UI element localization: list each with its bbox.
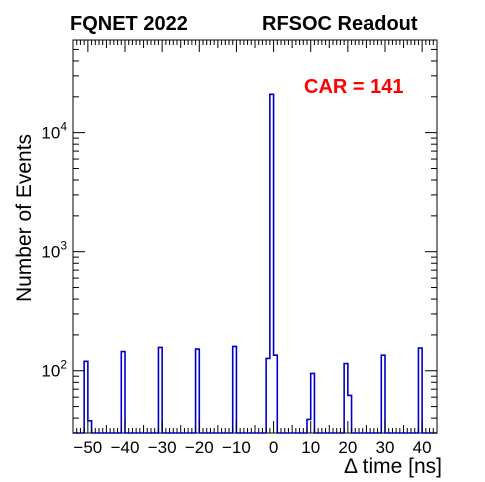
y-tick-label: 103 — [41, 239, 67, 262]
x-tick-label: −10 — [222, 438, 251, 457]
histogram-bin — [196, 349, 200, 433]
histogram-bin — [418, 348, 422, 433]
x-axis-label: Δ time [ns] — [343, 455, 442, 478]
x-tick-label: −50 — [73, 438, 102, 457]
title-left: FQNET 2022 — [70, 13, 188, 35]
x-tick-label: −30 — [148, 438, 177, 457]
y-tick-label: 104 — [41, 120, 67, 143]
histogram-bin — [84, 361, 88, 433]
histogram-bin — [274, 355, 278, 433]
x-axis-ticks: −50 −40 −30 −20 −10 0 10 20 30 40 — [72, 40, 438, 457]
histogram-bin — [158, 347, 162, 433]
x-tick-label: −20 — [185, 438, 214, 457]
histogram-series — [73, 93, 437, 434]
histogram-bin — [344, 364, 348, 433]
x-tick-label: 30 — [376, 438, 395, 457]
histogram-bin — [381, 355, 385, 433]
x-tick-label: −40 — [111, 438, 140, 457]
histogram-bin — [348, 395, 352, 433]
y-axis-ticks: 102 103 104 — [41, 39, 437, 434]
x-tick-label: 0 — [269, 438, 278, 457]
histogram-step-line — [73, 93, 437, 434]
title-right: RFSOC Readout — [262, 13, 418, 35]
histogram-bin — [266, 358, 270, 433]
histogram-bin — [88, 421, 92, 433]
y-tick-label: 102 — [41, 358, 67, 381]
x-tick-label: 20 — [338, 438, 357, 457]
histogram-bin — [233, 346, 237, 433]
x-tick-label: 40 — [413, 438, 432, 457]
histogram-bin — [307, 419, 311, 433]
histogram-bin — [121, 352, 125, 433]
y-axis-label: Number of Events — [13, 133, 36, 303]
x-tick-label: 10 — [301, 438, 320, 457]
histogram-bin — [311, 373, 315, 433]
histogram-bin — [270, 94, 274, 433]
car-annotation: CAR = 141 — [304, 76, 404, 98]
